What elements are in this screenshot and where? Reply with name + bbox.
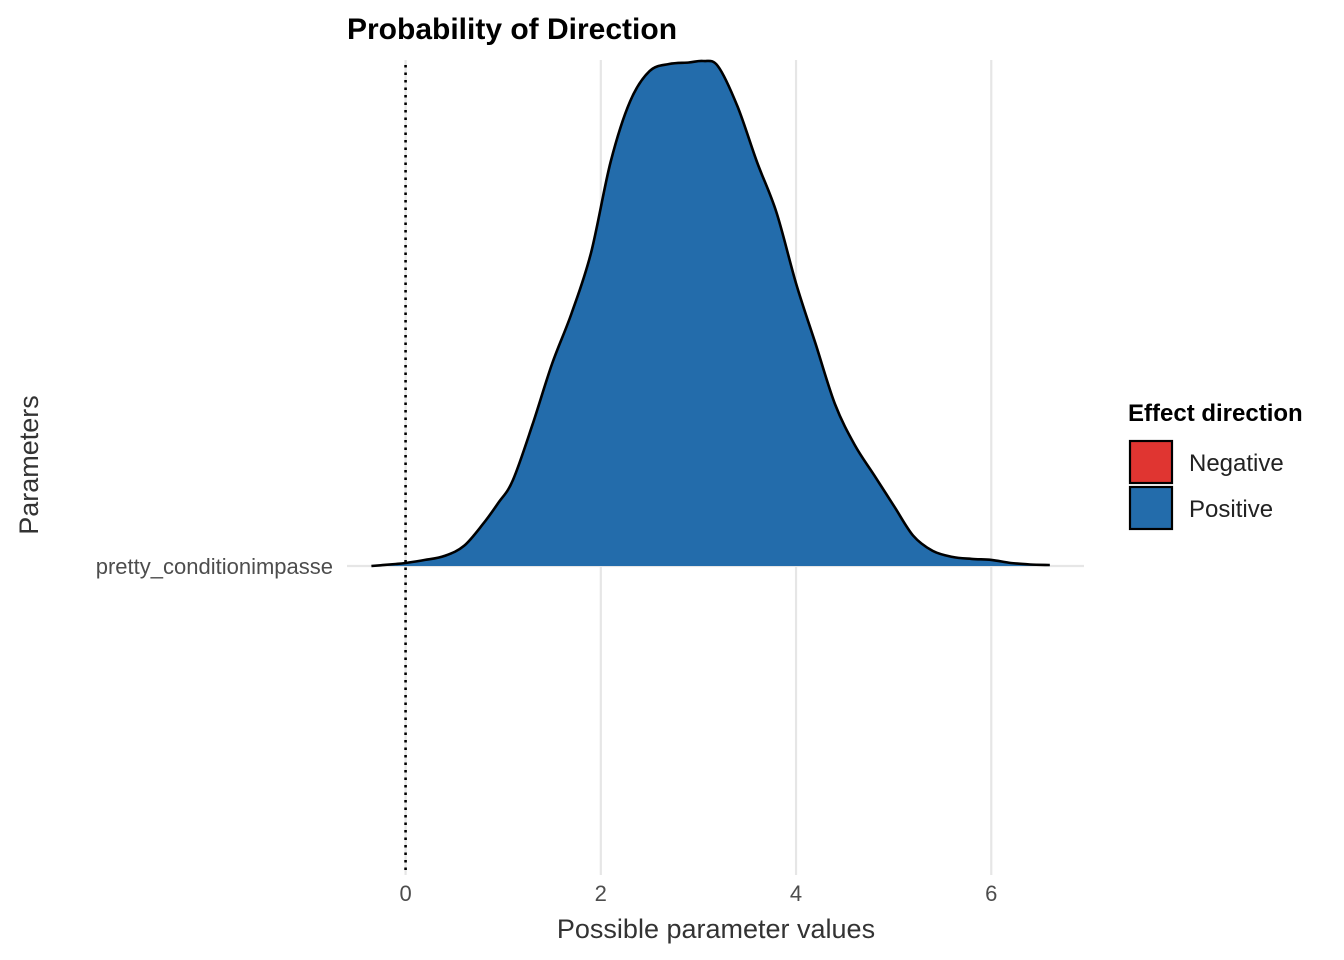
x-tick-label: 4 xyxy=(790,881,802,906)
x-tick-label: 6 xyxy=(985,881,997,906)
legend-title: Effect direction xyxy=(1128,400,1303,427)
x-axis-title: Possible parameter values xyxy=(557,914,875,944)
x-tick-label: 0 xyxy=(399,881,411,906)
density-area-positive xyxy=(371,60,1050,566)
legend-key-positive xyxy=(1128,485,1174,531)
legend-key-negative xyxy=(1128,439,1174,485)
y-axis-ticks: pretty_conditionimpasse xyxy=(96,554,333,579)
chart-title: Probability of Direction xyxy=(347,13,677,46)
legend-label-positive: Positive xyxy=(1189,496,1273,523)
y-axis-title: Parameters xyxy=(14,395,44,535)
y-tick-label: pretty_conditionimpasse xyxy=(96,554,333,579)
legend: Effect direction Negative Positive xyxy=(1128,400,1303,531)
x-tick-label: 2 xyxy=(595,881,607,906)
x-axis-ticks: 0 2 4 6 xyxy=(399,881,997,906)
density-ridges xyxy=(371,59,1050,568)
density-outline-positive xyxy=(371,59,1050,568)
legend-label-negative: Negative xyxy=(1189,450,1284,477)
